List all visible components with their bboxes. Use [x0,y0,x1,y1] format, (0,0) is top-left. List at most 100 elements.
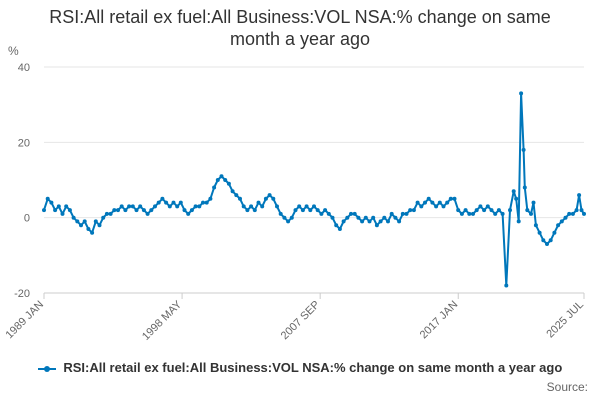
data-point [141,208,146,213]
data-point [304,204,309,209]
data-point [521,147,526,152]
series-line [43,92,585,287]
data-point [423,200,427,205]
data-point [238,196,242,201]
data-point [149,208,154,213]
data-point [496,208,501,213]
data-point [326,211,331,216]
data-point [430,200,435,205]
data-point [42,208,46,213]
data-point [352,211,357,216]
data-point [400,211,405,216]
data-point [182,208,187,213]
data-point [371,215,376,220]
data-point [334,223,339,228]
data-point [485,204,490,209]
data-point [204,200,209,205]
data-point [108,211,113,216]
data-point [45,196,50,201]
data-point [93,219,98,224]
data-point [79,223,83,228]
data-point [53,208,58,213]
data-point [529,211,533,216]
data-point [267,193,272,198]
data-point [260,204,265,209]
data-point [519,91,524,96]
data-point [445,200,450,205]
data-point [349,211,353,216]
data-point [90,230,95,235]
data-point [393,215,398,220]
legend-label: RSI:All retail ex fuel:All Business:VOL … [63,360,563,375]
data-point [426,196,431,201]
y-tick-labels: -20 0 20 40 [14,62,30,300]
data-point [156,200,161,205]
data-point [153,204,157,209]
data-point [478,204,483,209]
data-point [297,204,302,209]
data-point [504,283,509,288]
data-point [459,211,464,216]
x-tick-labels: 1989 JAN 1998 MAY 2007 SEP 2017 JAN 2025 JUL [3,298,586,343]
data-point [75,219,80,224]
data-point [197,204,202,209]
data-point [408,208,413,213]
y-tick-label: 40 [18,62,30,74]
data-point [127,204,132,209]
x-tick-label: 2025 JUL [544,299,586,341]
x-tick-label: 1998 MAY [140,298,185,343]
data-point [577,193,582,198]
chart-title: RSI:All retail ex fuel:All Business:VOL … [49,7,551,49]
data-point [522,185,527,190]
data-point [525,208,530,213]
y-tick-label: 20 [18,137,30,149]
data-point [437,200,442,205]
data-point [570,211,575,216]
data-point [511,189,516,194]
data-point [130,204,135,209]
data-point [123,208,128,213]
data-point [275,204,279,209]
data-point [67,208,72,213]
data-point [219,174,224,179]
data-point [189,208,194,213]
data-point [337,227,342,231]
data-point [249,204,254,209]
data-point [415,200,420,205]
legend[interactable]: RSI:All retail ex fuel:All Business:VOL … [0,360,600,375]
data-point [531,200,536,205]
data-point [289,215,294,220]
data-point [223,178,228,182]
data-point [582,211,586,216]
data-point [463,208,468,213]
data-point [579,208,584,213]
data-point [86,227,91,231]
data-point [341,219,346,224]
data-point [293,208,298,213]
data-point [97,223,102,228]
data-point [419,204,424,209]
data-point [345,215,350,220]
gridlines [43,66,585,299]
data-point [208,196,213,201]
data-point [367,219,372,224]
data-point [101,215,106,220]
x-tick-label: 2017 JAN [418,299,461,342]
data-point [178,200,183,205]
data-point [363,215,368,220]
data-point [256,200,261,205]
data-point [271,196,276,201]
data-point [548,238,553,243]
data-point [493,211,498,216]
data-point [49,200,54,205]
data-point [552,230,557,235]
data-point [282,215,287,220]
x-tick-label: 2007 SEP [279,299,323,343]
data-point [64,204,69,209]
data-point [386,219,390,224]
data-point [212,185,217,190]
data-point [378,219,383,224]
data-point [116,208,120,213]
data-point [404,211,409,216]
data-point [167,204,172,209]
